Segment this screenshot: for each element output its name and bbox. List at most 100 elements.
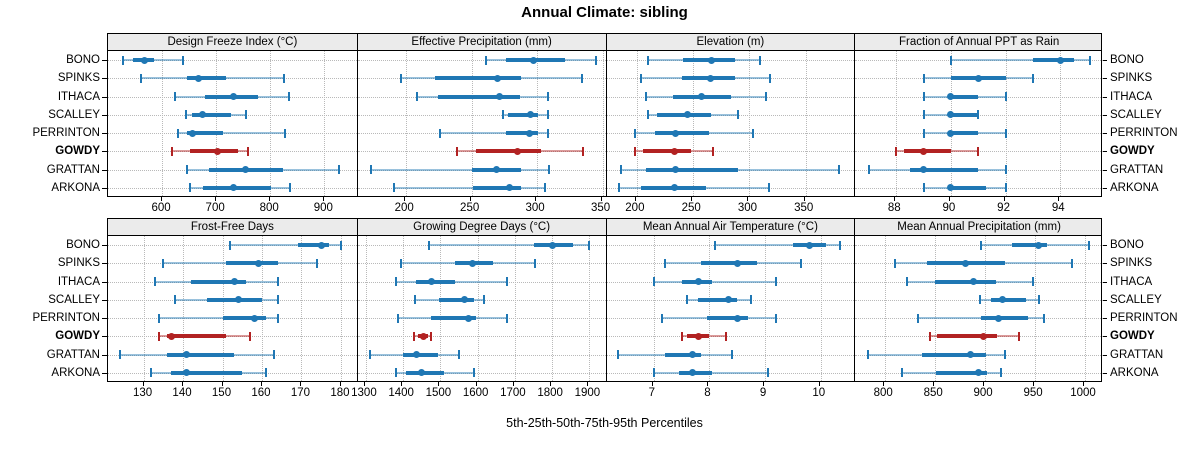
whisker-cap-p95 (1004, 128, 1007, 138)
whisker-cap-p95 (272, 350, 275, 360)
axis-tick (469, 197, 471, 201)
gridline-vertical (222, 236, 224, 381)
whisker-cap-p5 (867, 350, 870, 360)
whisker-cap-p5 (485, 55, 488, 65)
site-label-right: SCALLEY (1110, 108, 1162, 121)
axis-tick (894, 197, 896, 201)
axis-tick-label: 1700 (500, 387, 526, 399)
whisker-cap-p5 (929, 331, 932, 341)
row-tick-right (1102, 354, 1107, 356)
axis-tick (948, 197, 950, 201)
whisker-cap-p5 (369, 165, 372, 175)
panel-strip-title: Fraction of Annual PPT as Rain (899, 36, 1060, 48)
gridline-vertical (820, 236, 822, 381)
strip-row: Design Freeze Index (°C) Effective Precip… (107, 33, 1102, 51)
axis-tick (651, 382, 653, 386)
interquartile-bar (909, 167, 979, 172)
interquartile-bar (222, 316, 266, 321)
axis-tick (512, 382, 514, 386)
gridline-horizontal (606, 336, 855, 338)
median-dot (420, 332, 428, 340)
whisker-cap-p95 (588, 240, 591, 250)
axis-tick-label: 600 (151, 202, 171, 214)
plot-panel (108, 236, 357, 381)
whisker-cap-p5 (652, 277, 655, 287)
gridline-horizontal (855, 169, 1103, 171)
site-label-right: PERRINTON (1110, 312, 1178, 325)
panel-strip-title: Frost-Free Days (190, 221, 274, 233)
whisker-cap-p95 (581, 146, 584, 156)
whisker-cap-p5 (714, 240, 716, 250)
whisker-cap-p95 (547, 165, 550, 175)
site-label-left: SCALLEY (48, 108, 100, 121)
median-dot (920, 166, 928, 174)
axis-tick (818, 382, 820, 386)
interquartile-bar (437, 94, 521, 99)
axis-tick (142, 382, 144, 386)
median-dot (234, 296, 242, 304)
axis-tick (260, 382, 262, 386)
site-label-left: ITHACA (57, 275, 100, 288)
row-tick-left (102, 169, 107, 171)
site-label-right: GRATTAN (1110, 163, 1164, 176)
axis-tick (339, 382, 341, 386)
whisker-cap-p95 (472, 368, 475, 378)
axis-tick (691, 197, 693, 201)
whisker-cap-p5 (158, 331, 161, 341)
whisker-cap-p95 (977, 146, 980, 156)
interquartile-bar (406, 370, 445, 375)
median-dot (493, 166, 501, 174)
gridline-vertical (950, 51, 952, 196)
gridline-horizontal (606, 151, 855, 153)
gridline-vertical (1005, 51, 1007, 196)
interquartile-bar (508, 112, 539, 117)
gridline-vertical (403, 236, 405, 381)
whisker-cap-p95 (430, 331, 433, 341)
row-tick-left (102, 299, 107, 301)
axis-tick (550, 382, 552, 386)
median-dot (1034, 241, 1042, 249)
whisker-cap-p95 (1088, 240, 1090, 250)
axis-tick-label: 1800 (537, 387, 563, 399)
gridline-vertical (324, 51, 326, 196)
gridline-vertical (1085, 236, 1087, 381)
gridline-horizontal (357, 299, 606, 301)
median-dot (670, 147, 678, 155)
row-tick-left (102, 245, 107, 247)
gridline-vertical (896, 51, 898, 196)
axis-tick-label: 150 (211, 387, 232, 399)
row-tick-left (102, 281, 107, 283)
whisker-cap-p95 (1089, 55, 1092, 65)
whisker-line (950, 59, 1091, 62)
interquartile-bar (1012, 243, 1048, 248)
gridline-horizontal (855, 133, 1103, 135)
median-dot (689, 351, 697, 359)
whisker-cap-p95 (750, 295, 753, 305)
median-dot (529, 56, 537, 64)
axis-tick-label: 850 (923, 387, 943, 399)
interquartile-bar (935, 279, 997, 284)
site-label-right: ITHACA (1110, 90, 1153, 103)
median-dot (167, 332, 175, 340)
plot-panel (854, 236, 1103, 381)
median-dot (242, 166, 250, 174)
axis-tick-label: 800 (259, 202, 279, 214)
axis-tick (215, 197, 217, 201)
median-dot (947, 184, 955, 192)
axis-tick-label: 800 (873, 387, 893, 399)
axis-tick (1033, 382, 1035, 386)
row-tick-left (102, 60, 107, 62)
site-label-left: BONO (66, 54, 100, 67)
whisker-cap-p5 (633, 128, 636, 138)
interquartile-bar (226, 261, 278, 266)
median-dot (947, 111, 955, 119)
row-tick-right (1102, 281, 1107, 283)
axis-tick-label: 200 (394, 202, 414, 214)
whisker-cap-p5 (122, 55, 125, 65)
whisker-cap-p5 (413, 331, 416, 341)
median-dot (974, 369, 982, 377)
panel-strip-title: Design Freeze Index (°C) (167, 36, 298, 48)
site-label-right: BONO (1110, 54, 1144, 67)
whisker-cap-p95 (767, 183, 770, 193)
